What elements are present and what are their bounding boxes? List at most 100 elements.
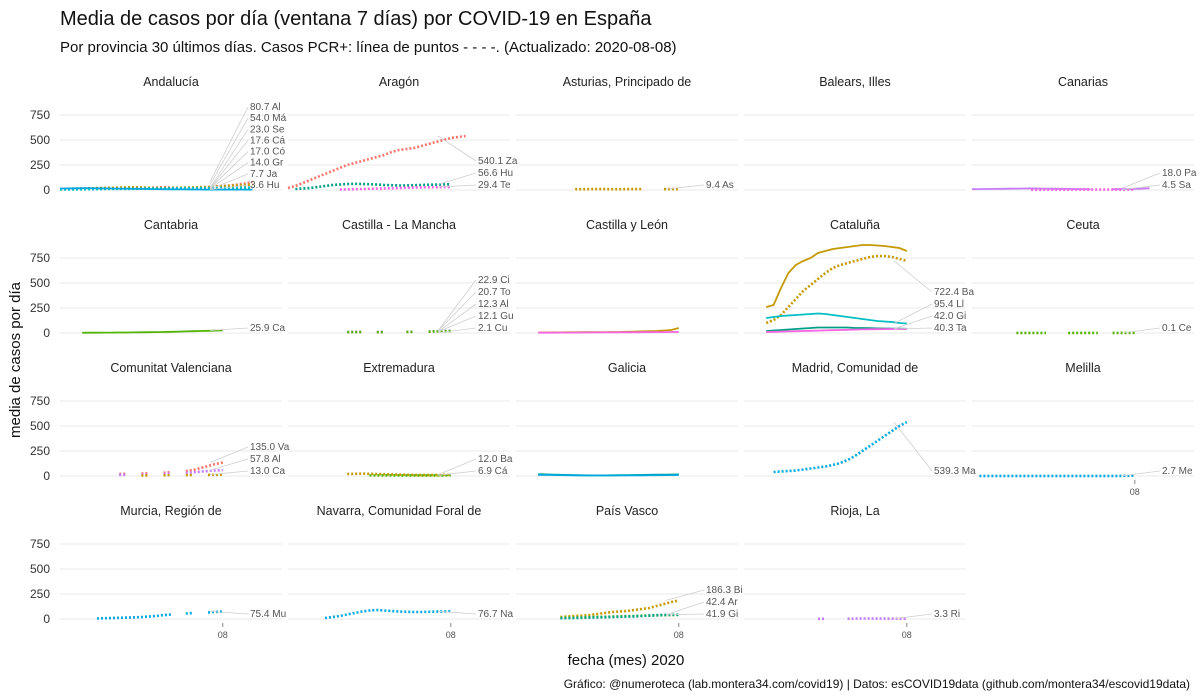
label-leader <box>209 151 249 189</box>
label-leader <box>209 117 249 185</box>
series-line <box>971 187 1091 191</box>
x-tick-label: 08 <box>446 630 456 640</box>
series-end-label: 540.1 Za <box>478 156 518 167</box>
label-leader <box>665 589 705 601</box>
series-end-label: 80.7 Al <box>250 102 281 113</box>
series-line <box>185 461 224 473</box>
series-end-label: 57.8 Al <box>250 454 281 465</box>
y-tick-label: 0 <box>43 469 50 483</box>
series-end-label: 2.1 Cu <box>478 323 507 334</box>
series-end-label: 9.4 As <box>706 180 734 191</box>
label-leader <box>209 173 249 190</box>
panel-strip-label: Castilla - La Mancha <box>342 218 456 232</box>
series-line <box>324 608 451 620</box>
series-end-label: 25.9 Ca <box>250 323 285 334</box>
series-line <box>96 613 172 620</box>
panel: Extremadura 12.0 Ba6.9 Cá <box>288 361 513 477</box>
chart-title: Media de casos por día (ventana 7 días) … <box>60 8 652 30</box>
series-end-label: 135.0 Va <box>250 442 290 453</box>
series-end-label: 29.4 Te <box>478 180 511 191</box>
y-tick-label: 0 <box>43 183 50 197</box>
series-end-label: 76.7 Na <box>478 609 513 620</box>
label-leader <box>209 129 249 188</box>
series-end-label: 40.3 Ta <box>934 323 967 334</box>
panel-strip-label: País Vasco <box>596 504 658 518</box>
panel-strip-label: Comunitat Valenciana <box>110 361 231 375</box>
series-line <box>287 134 466 190</box>
series-line <box>538 473 679 477</box>
series-end-label: 75.4 Mu <box>250 609 286 620</box>
label-leader <box>893 421 933 472</box>
label-leader <box>437 279 477 331</box>
series-line <box>207 610 223 614</box>
panel-strip-label: Melilla <box>1065 361 1100 375</box>
panel: Murcia, Región de 0 250 500 750 08 75.4 Mu <box>30 504 286 640</box>
panel-strip-label: Cantabria <box>144 218 198 232</box>
label-leader <box>209 140 249 189</box>
series-line <box>59 187 253 191</box>
y-tick-label: 500 <box>30 133 50 147</box>
y-tick-label: 0 <box>43 612 50 626</box>
panel-strip-label: Asturias, Principado de <box>563 75 692 89</box>
y-tick-label: 750 <box>30 537 50 551</box>
panel: Cantabria 0 250 500 750 25.9 Ca <box>30 218 285 340</box>
panel-strip-label: Andalucía <box>143 75 199 89</box>
series-end-label: 18.0 Pa <box>1162 168 1197 179</box>
x-tick-label: 08 <box>902 630 912 640</box>
label-leader <box>893 303 933 324</box>
series-end-label: 54.0 Má <box>250 113 287 124</box>
label-leader <box>209 106 249 183</box>
y-tick-label: 0 <box>43 326 50 340</box>
series-line <box>765 244 908 308</box>
panel: Asturias, Principado de 9.4 As <box>516 75 738 191</box>
label-leader <box>437 315 477 333</box>
label-leader <box>437 470 477 476</box>
series-end-label: 539.3 Ma <box>934 466 976 477</box>
series-end-label: 14.0 Gr <box>250 158 284 169</box>
series-end-label: 12.3 Al <box>478 299 509 310</box>
panel: Melilla 08 2.7 Me <box>972 361 1194 497</box>
series-line <box>773 420 908 474</box>
series-end-label: 42.0 Gi <box>934 311 966 322</box>
panel-strip-label: Galicia <box>608 361 646 375</box>
panel: Navarra, Comunidad Foral de 08 76.7 Na <box>288 504 513 640</box>
series-end-label: 41.9 Gi <box>706 609 738 620</box>
label-leader <box>209 611 249 615</box>
label-leader <box>437 291 477 332</box>
series-end-label: 722.4 Ba <box>934 287 974 298</box>
label-leader <box>893 613 933 620</box>
panel-strip-label: Ceuta <box>1066 218 1099 232</box>
series-line <box>339 185 451 191</box>
y-tick-label: 500 <box>30 419 50 433</box>
panel-strip-label: Aragón <box>379 75 419 89</box>
series-end-label: 22.9 Ci <box>478 275 510 286</box>
panel-strip-label: Navarra, Comunidad Foral de <box>317 504 482 518</box>
y-tick-label: 750 <box>30 108 50 122</box>
x-tick-label: 08 <box>1130 487 1140 497</box>
series-line <box>295 182 451 191</box>
label-leader <box>209 327 249 331</box>
series-line <box>766 328 907 333</box>
series-end-label: 12.1 Gu <box>478 311 514 322</box>
label-leader <box>893 327 933 330</box>
panel: Rioja, La 08 3.3 Ri <box>744 504 966 640</box>
label-leader <box>665 613 705 616</box>
series-end-label: 2.7 Me <box>1162 466 1193 477</box>
label-leader <box>1121 172 1161 189</box>
series-end-label: 17.0 Có <box>250 147 285 158</box>
y-tick-label: 250 <box>30 444 50 458</box>
label-leader <box>437 135 477 162</box>
series-end-label: 7.7 Ja <box>250 169 278 180</box>
x-tick-label: 08 <box>674 630 684 640</box>
label-leader <box>209 446 249 463</box>
label-leader <box>893 260 933 293</box>
label-leader <box>209 470 249 476</box>
series-end-label: 12.0 Ba <box>478 454 513 465</box>
label-leader <box>437 184 477 188</box>
series-end-label: 4.5 Sa <box>1162 180 1191 191</box>
panel-strip-label: Cataluña <box>830 218 880 232</box>
label-leader <box>893 315 933 330</box>
